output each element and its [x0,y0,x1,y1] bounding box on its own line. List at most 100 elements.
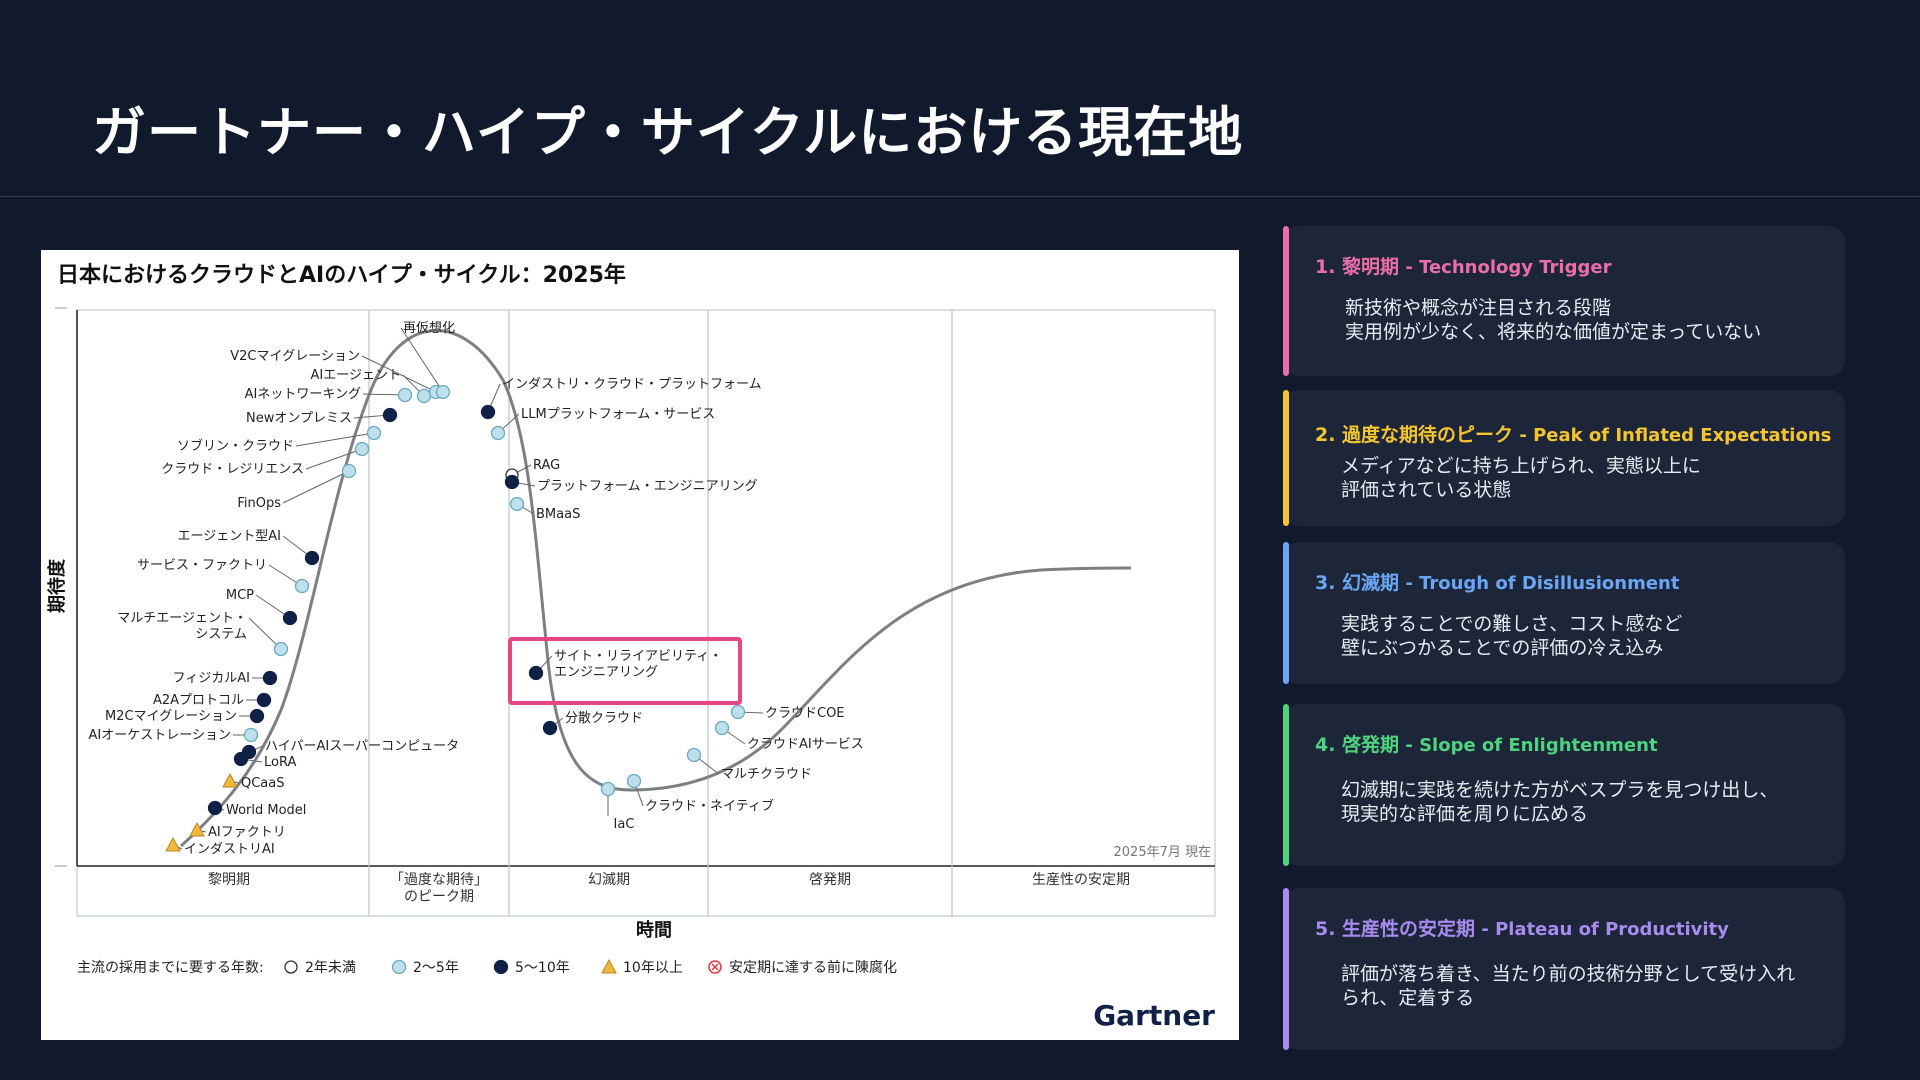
tech-15-marker [341,463,357,479]
phase-card-1-title: 1. 黎明期 - Technology Trigger [1315,252,1611,279]
tech-22-marker [435,384,451,400]
tech-3-marker [207,800,223,816]
tech-4-label: QCaaS [241,776,285,791]
phase-label-1: 黎明期 [208,872,250,888]
phase-card-5-line-1: 評価が落ち着き、当たり前の技術分野として受け入れ [1341,963,1796,985]
tech-18-label: Newオンプレミス [246,411,352,426]
tech-4-marker [222,772,238,788]
hype-cycle-figure: 黎明期 「過度な期待」のピーク期 幻滅期 啓発期 生産性の安定期 日本におけるクラウドとA… [41,250,1239,1040]
tech-3-label: World Model [226,803,306,818]
phase-card-3: 3. 幻滅期 - Trough of Disillusionment 実践するこ… [1283,542,1845,684]
page-title: ガートナー・ハイプ・サイクルにおける現在地 [92,101,1244,164]
tech-15-label: FinOps [237,496,281,511]
legend-title: 主流の採用までに要する年数: [77,960,264,976]
phase-card-2-title: 2. 過度な期待のピーク - Peak of Inflated Expectat… [1315,420,1831,447]
figure-title: 日本におけるクラウドとAIのハイプ・サイクル：2025年 [57,262,626,288]
phase-card-5-desc: 評価が落ち着き、当たり前の技術分野として受け入れ られ、定着する [1341,962,1795,1010]
phase-label-5: 生産性の安定期 [1032,872,1130,888]
phase-card-1-accent [1283,226,1289,376]
phase-card-5-title-en: - Plateau of Productivity [1475,919,1729,940]
tech-7-label: AIオーケストレーション [89,728,231,743]
phase-card-2-line-2: 評価されている状態 [1341,479,1512,501]
legend-marker-4 [601,958,617,974]
legend-label-4: 10年以上 [623,960,683,976]
tech-13-label: サービス・ファクトリ [137,558,267,573]
phase-card-2-desc: メディアなどに持ち上げられ、実態以上に 評価されている状態 [1341,454,1701,502]
phase-card-1-line-2: 実用例が少なく、将来的な価値が定まっていない [1345,321,1762,343]
phase-card-1-line-1: 新技術や概念が注目される段階 [1345,297,1612,319]
tech-1-marker [165,836,181,852]
gartner-logo: Gartner [1093,999,1215,1032]
phase-card-5: 5. 生産性の安定期 - Plateau of Productivity 評価が… [1283,888,1845,1050]
legend-label-1: 2年未満 [305,960,356,976]
legend-label-5: 安定期に達する前に陳腐化 [729,959,897,976]
tech-10-label: フィジカルAI [173,671,250,686]
tech-32-marker [686,747,702,763]
tech-27-label: BMaaS [536,507,580,522]
tech-21-label: V2Cマイグレーション [230,349,360,364]
tech-27-marker [509,496,525,512]
tech-19-label: AIネットワーキング [245,387,361,402]
tech-17-leader [295,432,375,447]
tech-17-label: ソブリン・クラウド [177,438,294,454]
phase-card-1: 1. 黎明期 - Technology Trigger 新技術や概念が注目される… [1283,226,1845,376]
as-of-note: 2025年7月 現在 [1114,845,1212,860]
tech-17-marker [366,425,382,441]
tech-16-label: クラウド・レジリエンス [161,462,304,477]
tech-2-marker [189,821,205,837]
phase-card-4-accent [1283,704,1289,866]
phase-card-4: 4. 啓発期 - Slope of Enlightenment 幻滅期に実践を続… [1283,704,1845,866]
phase-card-3-title-ja: 3. 幻滅期 [1315,572,1400,594]
tech-14-label: エージェント型AI [178,529,281,544]
y-axis-label: 期待度 [46,558,68,613]
tech-11-marker [273,641,289,657]
tech-23-marker [480,404,496,420]
phase-card-4-title-ja: 4. 啓発期 [1315,734,1400,756]
tech-30-label: IaC [614,817,635,832]
tech-29-label: 分散クラウド [565,711,643,726]
phase-label-3: 幻滅期 [588,872,630,888]
legend-marker-2 [391,959,407,975]
tech-34-marker [730,704,746,720]
tech-31-marker [626,773,642,789]
x-axis-label: 時間 [636,920,672,941]
hype-cycle-diagram: 黎明期 「過度な期待」のピーク期 幻滅期 啓発期 生産性の安定期 日本におけるクラウドとA… [46,262,1216,1032]
phase-card-3-title-en: - Trough of Disillusionment [1399,573,1680,594]
tech-6-marker [241,744,257,760]
phase-card-3-line-2: 壁にぶつかることでの評価の冷え込み [1341,637,1664,659]
tech-29-marker [542,720,558,736]
tech-7-marker [243,727,259,743]
tech-5-label: LoRA [264,755,296,770]
legend-marker-5-cross [711,963,719,971]
tech-11-leader [248,617,282,650]
legend-marker-3 [493,959,509,975]
phase-card-1-title-en: - Technology Trigger [1399,257,1612,278]
hype-curve [179,328,1132,848]
tech-11-label: マルチエージェント・システム [117,611,247,642]
phase-card-1-title-ja: 1. 黎明期 [1315,256,1400,278]
tech-26-marker [504,474,520,490]
tech-14-marker [304,550,320,566]
tech-28-marker [528,665,544,681]
tech-8-marker [249,708,265,724]
tech-13-marker [294,578,310,594]
tech-16-marker [354,441,370,457]
phase-card-5-title: 5. 生産性の安定期 - Plateau of Productivity [1315,914,1729,941]
phase-card-4-desc: 幻滅期に実践を続けた方がベスプラを見つけ出し、 現実的な評価を周りに広める [1341,778,1778,826]
phase-card-2-accent [1283,390,1289,526]
tech-8-label: M2Cマイグレーション [105,709,237,724]
tech-34-label: クラウドCOE [765,706,845,721]
tech-32-label: マルチクラウド [721,767,812,782]
tech-1-label: インダストリAI [184,842,275,857]
tech-24-marker [490,425,506,441]
phase-card-2: 2. 過度な期待のピーク - Peak of Inflated Expectat… [1283,390,1845,526]
legend-label-3: 5〜10年 [515,960,570,976]
phase-card-5-line-2: られ、定着する [1341,987,1475,1009]
tech-15-leader [282,470,350,504]
phase-card-5-accent [1283,888,1289,1050]
tech-9-marker [256,692,272,708]
tech-6-label: ハイパーAIスーパーコンピュータ [265,739,459,754]
tech-24-label: LLMプラットフォーム・サービス [521,407,715,422]
tech-33-label: クラウドAIサービス [747,737,864,752]
tech-9-label: A2Aプロトコル [153,693,244,708]
